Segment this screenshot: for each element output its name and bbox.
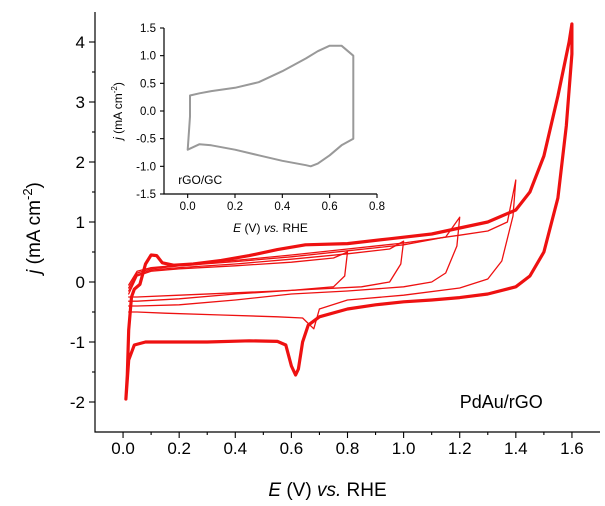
x-tick-label: 0.6 [280,439,304,458]
sample-label: PdAu/rGO [460,392,543,412]
main-axes-frame [94,12,600,433]
y-tick-label: -0.5 [136,134,156,146]
y-tick-label: -1.0 [136,161,156,173]
x-tick-label: 0.8 [369,201,385,213]
cv-curve [128,251,349,298]
x-tick-label: 1.0 [392,439,416,458]
inset-y-symbol: j [111,137,125,142]
x-vs: vs. [317,480,341,501]
y-sup: -2 [20,188,35,200]
x-tick-label: 0.4 [223,439,247,458]
cv-curve [186,44,355,168]
cv-curve [124,22,574,401]
y-tick-label: 1.0 [140,51,156,63]
x-tick-label: 0.2 [227,201,243,213]
inset-x-unit: (V) [241,221,264,235]
inset-x-vs: vs. [264,221,279,235]
main-ticks: 0.0 0.2 0.4 0.6 0.8 1.0 1.2 1.4 1.6 -2 -1 0 1 2 3 4 [70,33,584,458]
x-tick-label: 1.6 [560,439,584,458]
inset-y-unit: (mA cm [111,93,125,137]
main-chart: 0.0 0.2 0.4 0.6 0.8 1.0 1.2 1.4 1.6 -2 -1 0 1 2 3 4 PdA… [20,12,600,501]
x-unit: (V) [281,480,317,501]
y-tick-label: 2 [76,153,85,172]
x-tick-label: 0.0 [180,201,196,213]
inset-axes-frame [163,28,377,195]
y-tick-label: 0.0 [140,106,156,118]
x-tick-label: 0.2 [167,439,191,458]
main-curves [124,22,574,401]
main-x-axis-label: E (V) vs. RHE [268,480,386,501]
x-tick-label: 1.4 [504,439,528,458]
inset-y-axis-label: j (mA cm-2) [110,82,125,142]
y-tick-label: -1 [70,333,85,352]
inset-x-ref: RHE [279,221,308,235]
y-tick-label: 0 [76,273,85,292]
x-tick-label: 0.0 [111,439,135,458]
main-y-axis-label: j (mA cm-2) [20,182,45,277]
x-tick-label: 0.8 [336,439,360,458]
inset-y-close: ) [111,82,125,86]
cv-curve [128,179,517,330]
y-tick-label: 1.5 [140,23,156,35]
x-tick-label: 0.4 [274,201,291,213]
y-unit: (mA cm [24,200,45,270]
x-symbol: E [268,480,281,501]
inset-curves [186,44,355,168]
y-symbol: j [24,269,45,277]
x-tick-label: 1.2 [448,439,472,458]
y-tick-label: 3 [76,93,85,112]
x-tick-label: 0.6 [322,201,338,213]
inset-sample-label: rGO/GC [178,173,222,187]
inset-y-sup: -2 [110,86,119,94]
inset-chart: 0.0 0.2 0.4 0.6 0.8-1.5-1.0-0.50.00.51.01.5 … [110,23,385,235]
x-ref: RHE [341,480,386,501]
y-tick-label: 4 [76,33,85,52]
y-tick-label: -2 [70,393,85,412]
cv-curve [128,240,405,302]
inset-x-axis-label: E (V) vs. RHE [233,221,308,235]
cv-curve [128,216,461,307]
y-close: ) [24,182,45,188]
inset-x-symbol: E [233,221,242,235]
inset-ticks: 0.0 0.2 0.4 0.6 0.8 -1.5 -1.0 -0.5 0.0 0.5 1.0 1.5 [136,23,385,213]
y-tick-label: 1 [76,213,85,232]
y-tick-label: -1.5 [136,189,156,201]
y-tick-label: 0.5 [140,78,156,90]
